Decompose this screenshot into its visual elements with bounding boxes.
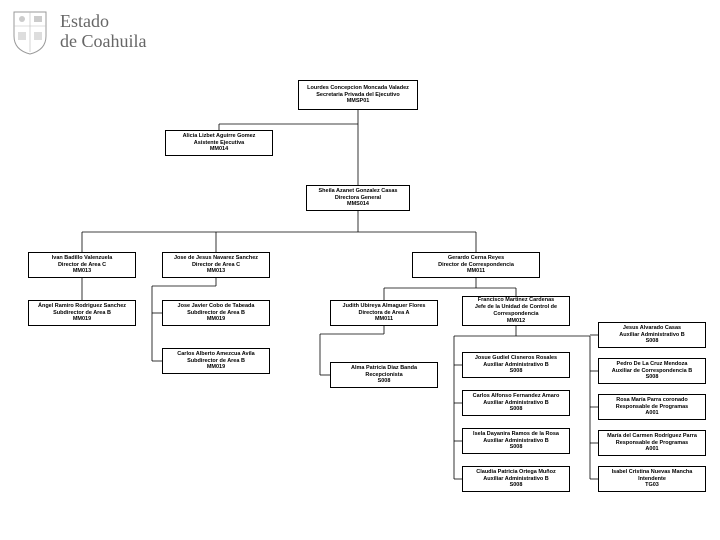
node-code: MM013 xyxy=(166,268,266,275)
node-name: Francisco Martinez Cardenas xyxy=(466,297,566,304)
node-code: MM011 xyxy=(416,268,536,275)
node-code: MM019 xyxy=(32,316,132,323)
node-code: S008 xyxy=(466,482,566,489)
node-code: S008 xyxy=(466,444,566,451)
node-name: Carlos Alberto Amezcua Avila xyxy=(166,351,266,358)
node-title: Directora de Area A xyxy=(334,310,434,317)
org-node: Francisco Martinez CardenasJefe de la Un… xyxy=(462,296,570,326)
node-name: Jose de Jesus Navarez Sanchez xyxy=(166,255,266,262)
org-node: Pedro De La Cruz MendozaAuxiliar de Corr… xyxy=(598,358,706,384)
node-name: Rosa María Parra coronado xyxy=(602,397,702,404)
node-title: Responsable de Programas xyxy=(602,440,702,447)
node-name: Jose Javier Cobo de Tabeada xyxy=(166,303,266,310)
node-title: Subdirector de Area B xyxy=(166,310,266,317)
node-name: Lourdes Concepcion Moncada Valadez xyxy=(302,85,414,92)
node-title: Director de Correspondencia xyxy=(416,262,536,269)
node-name: Josue Gudiel Cisneros Rosales xyxy=(466,355,566,362)
node-title: Intendente xyxy=(602,476,702,483)
node-title: Director de Area C xyxy=(32,262,132,269)
node-name: Jesus Alvarado Casas xyxy=(602,325,702,332)
node-name: Claudia Patricia Ortega Muñoz xyxy=(466,469,566,476)
node-title: Jefe de la Unidad de Control de Correspo… xyxy=(466,304,566,318)
node-code: S008 xyxy=(602,374,702,381)
org-node: Ángel Ramiro Rodriguez SanchezSubdirecto… xyxy=(28,300,136,326)
org-node: Ivan Badillo ValenzuelaDirector de Area … xyxy=(28,252,136,278)
node-code: MM014 xyxy=(169,146,269,153)
node-name: Isabel Cristina Nuevas Mancha xyxy=(602,469,702,476)
node-title: Auxiliar Administrativo B xyxy=(466,476,566,483)
node-code: MM013 xyxy=(32,268,132,275)
org-node: Isabel Cristina Nuevas ManchaIntendenteT… xyxy=(598,466,706,492)
node-code: TG03 xyxy=(602,482,702,489)
node-code: MM019 xyxy=(166,364,266,371)
node-name: Pedro De La Cruz Mendoza xyxy=(602,361,702,368)
node-title: Auxiliar Administrativo B xyxy=(466,362,566,369)
org-node: Judith Ubireya Almaguer FloresDirectora … xyxy=(330,300,438,326)
node-code: MM011 xyxy=(334,316,434,323)
node-code: A001 xyxy=(602,410,702,417)
node-code: S008 xyxy=(466,406,566,413)
node-name: María del Carmen Rodríguez Parra xyxy=(602,433,702,440)
node-title: Subdirector de Area B xyxy=(32,310,132,317)
node-title: Auxiliar Administrativo B xyxy=(466,400,566,407)
org-node: Josue Gudiel Cisneros RosalesAuxiliar Ad… xyxy=(462,352,570,378)
node-title: Responsable de Programas xyxy=(602,404,702,411)
node-code: MMS014 xyxy=(310,201,406,208)
node-name: Ángel Ramiro Rodriguez Sanchez xyxy=(32,303,132,310)
node-title: Auxiliar de Correspondencia B xyxy=(602,368,702,375)
node-title: Secretaria Privada del Ejecutivo xyxy=(302,92,414,99)
node-title: Auxiliar Administrativo B xyxy=(466,438,566,445)
org-node: Isela Dayanira Ramos de la RosaAuxiliar … xyxy=(462,428,570,454)
org-node: Sheila Azanet Gonzalez CasasDirectora Ge… xyxy=(306,185,410,211)
org-node: Claudia Patricia Ortega MuñozAuxiliar Ad… xyxy=(462,466,570,492)
node-code: S008 xyxy=(466,368,566,375)
node-name: Judith Ubireya Almaguer Flores xyxy=(334,303,434,310)
node-name: Gerardo Cerna Reyes xyxy=(416,255,536,262)
node-code: MM012 xyxy=(466,318,566,325)
node-title: Recepcionista xyxy=(334,372,434,379)
org-node: Jesus Alvarado CasasAuxiliar Administrat… xyxy=(598,322,706,348)
org-node: Carlos Alfonso Fernandez AmaroAuxiliar A… xyxy=(462,390,570,416)
node-code: MM019 xyxy=(166,316,266,323)
org-node: Rosa María Parra coronadoResponsable de … xyxy=(598,394,706,420)
node-code: MMSP01 xyxy=(302,98,414,105)
org-node: Alma Patricia Diaz BandaRecepcionistaS00… xyxy=(330,362,438,388)
org-node: María del Carmen Rodríguez ParraResponsa… xyxy=(598,430,706,456)
node-title: Auxiliar Administrativo B xyxy=(602,332,702,339)
node-name: Ivan Badillo Valenzuela xyxy=(32,255,132,262)
node-code: A001 xyxy=(602,446,702,453)
org-node: Carlos Alberto Amezcua AvilaSubdirector … xyxy=(162,348,270,374)
node-name: Sheila Azanet Gonzalez Casas xyxy=(310,188,406,195)
org-node: Jose de Jesus Navarez SanchezDirector de… xyxy=(162,252,270,278)
org-node: Jose Javier Cobo de TabeadaSubdirector d… xyxy=(162,300,270,326)
node-title: Directora General xyxy=(310,195,406,202)
node-code: S008 xyxy=(602,338,702,345)
node-title: Director de Area C xyxy=(166,262,266,269)
node-title: Subdirector de Area B xyxy=(166,358,266,365)
node-name: Alicia Lizbet Aguirre Gomez xyxy=(169,133,269,140)
node-title: Asistente Ejecutiva xyxy=(169,140,269,147)
org-node: Gerardo Cerna ReyesDirector de Correspon… xyxy=(412,252,540,278)
node-name: Isela Dayanira Ramos de la Rosa xyxy=(466,431,566,438)
node-name: Carlos Alfonso Fernandez Amaro xyxy=(466,393,566,400)
node-code: S008 xyxy=(334,378,434,385)
node-name: Alma Patricia Diaz Banda xyxy=(334,365,434,372)
org-node: Alicia Lizbet Aguirre GomezAsistente Eje… xyxy=(165,130,273,156)
org-node: Lourdes Concepcion Moncada ValadezSecret… xyxy=(298,80,418,110)
